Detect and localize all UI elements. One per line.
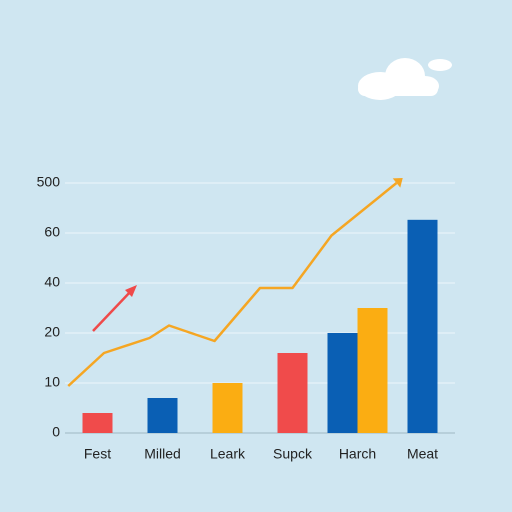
x-tick-label: Leark: [210, 446, 246, 462]
y-tick-label: 60: [44, 224, 60, 240]
y-tick-label: 0: [52, 424, 60, 440]
y-tick-label: 500: [37, 174, 61, 190]
x-tick-label: Fest: [84, 446, 111, 462]
x-tick-label: Supck: [273, 446, 313, 462]
trend-arrowhead: [392, 177, 403, 188]
x-tick-label: Harch: [339, 446, 376, 462]
y-tick-label: 20: [44, 324, 60, 340]
x-tick-label: Milled: [144, 446, 181, 462]
bar: [407, 219, 438, 433]
bar: [147, 398, 178, 433]
y-tick-label: 40: [44, 274, 60, 290]
bar: [82, 413, 113, 433]
bar: [212, 383, 243, 433]
cloud: [358, 58, 452, 100]
bar: [327, 333, 358, 433]
x-tick-label: Meat: [407, 446, 438, 462]
bar: [277, 353, 308, 433]
trend-line: [67, 182, 398, 387]
red-arrow: [92, 285, 137, 332]
bar: [357, 308, 388, 433]
y-tick-label: 10: [44, 374, 60, 390]
